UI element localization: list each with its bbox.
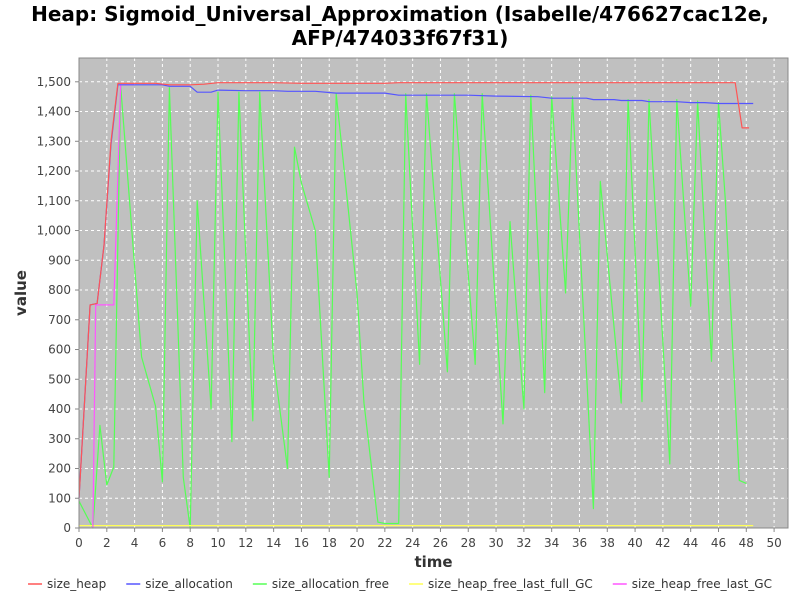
y-axis-label: value (12, 270, 30, 316)
legend-label-size_allocation: size_allocation (145, 577, 233, 591)
x-tick-label: 22 (377, 536, 392, 550)
x-tick-label: 2 (103, 536, 111, 550)
legend-label-size_allocation_free: size_allocation_free (272, 577, 389, 591)
x-tick-label: 48 (739, 536, 754, 550)
chart-title-line1: Heap: Sigmoid_Universal_Approximation (I… (31, 2, 769, 26)
x-tick-label: 42 (655, 536, 670, 550)
y-tick-label: 1,000 (37, 224, 71, 238)
y-tick-label: 700 (48, 313, 71, 327)
legend-label-size_heap_free_last_full_GC: size_heap_free_last_full_GC (428, 577, 593, 591)
x-tick-label: 38 (600, 536, 615, 550)
x-tick-label: 30 (488, 536, 503, 550)
y-tick-label: 800 (48, 283, 71, 297)
x-tick-label: 6 (159, 536, 167, 550)
x-tick-label: 36 (572, 536, 587, 550)
x-tick-label: 16 (294, 536, 309, 550)
y-tick-label: 300 (48, 432, 71, 446)
grid-lines (78, 58, 788, 529)
legend-label-size_heap: size_heap (47, 577, 106, 591)
y-tick-label: 1,100 (37, 194, 71, 208)
chart-title-line2: AFP/474033f67f31) (291, 26, 509, 50)
legend-label-size_heap_free_last_GC: size_heap_free_last_GC (632, 577, 772, 591)
x-tick-label: 50 (766, 536, 781, 550)
series-line-size_heap (78, 82, 750, 499)
x-tick-label: 46 (711, 536, 726, 550)
y-tick-label: 1,500 (37, 75, 71, 89)
x-tick-label: 28 (461, 536, 476, 550)
series-layer (78, 82, 754, 529)
x-tick-label: 4 (131, 536, 139, 550)
y-tick-label: 200 (48, 462, 71, 476)
x-tick-label: 18 (322, 536, 337, 550)
x-tick-label: 12 (238, 536, 253, 550)
y-tick-label: 1,400 (37, 105, 71, 119)
y-tick-label: 100 (48, 491, 71, 505)
x-tick-label: 24 (405, 536, 420, 550)
x-tick-label: 32 (516, 536, 531, 550)
x-tick-label: 8 (186, 536, 194, 550)
y-tick-label: 400 (48, 402, 71, 416)
y-tick-label: 1,200 (37, 164, 71, 178)
x-axis-label: time (414, 553, 452, 571)
x-tick-label: 20 (349, 536, 364, 550)
y-tick-label: 900 (48, 253, 71, 267)
x-tick-label: 14 (266, 536, 281, 550)
series-line-size_allocation (78, 84, 754, 499)
x-tick-label: 34 (544, 536, 559, 550)
legend: size_heap size_allocation size_allocation_… (28, 577, 772, 591)
x-tick-label: 0 (75, 536, 83, 550)
axes: 01002003004005006007008009001,0001,1001,… (37, 57, 789, 550)
y-tick-label: 1,300 (37, 134, 71, 148)
x-tick-label: 40 (627, 536, 642, 550)
series-line-size_allocation_free (78, 85, 747, 529)
y-tick-label: 0 (63, 521, 71, 535)
x-tick-label: 10 (210, 536, 225, 550)
plot-area (79, 58, 788, 528)
y-tick-label: 600 (48, 343, 71, 357)
x-tick-label: 44 (683, 536, 698, 550)
x-tick-label: 26 (433, 536, 448, 550)
plot-border (78, 57, 789, 529)
y-tick-label: 500 (48, 372, 71, 386)
